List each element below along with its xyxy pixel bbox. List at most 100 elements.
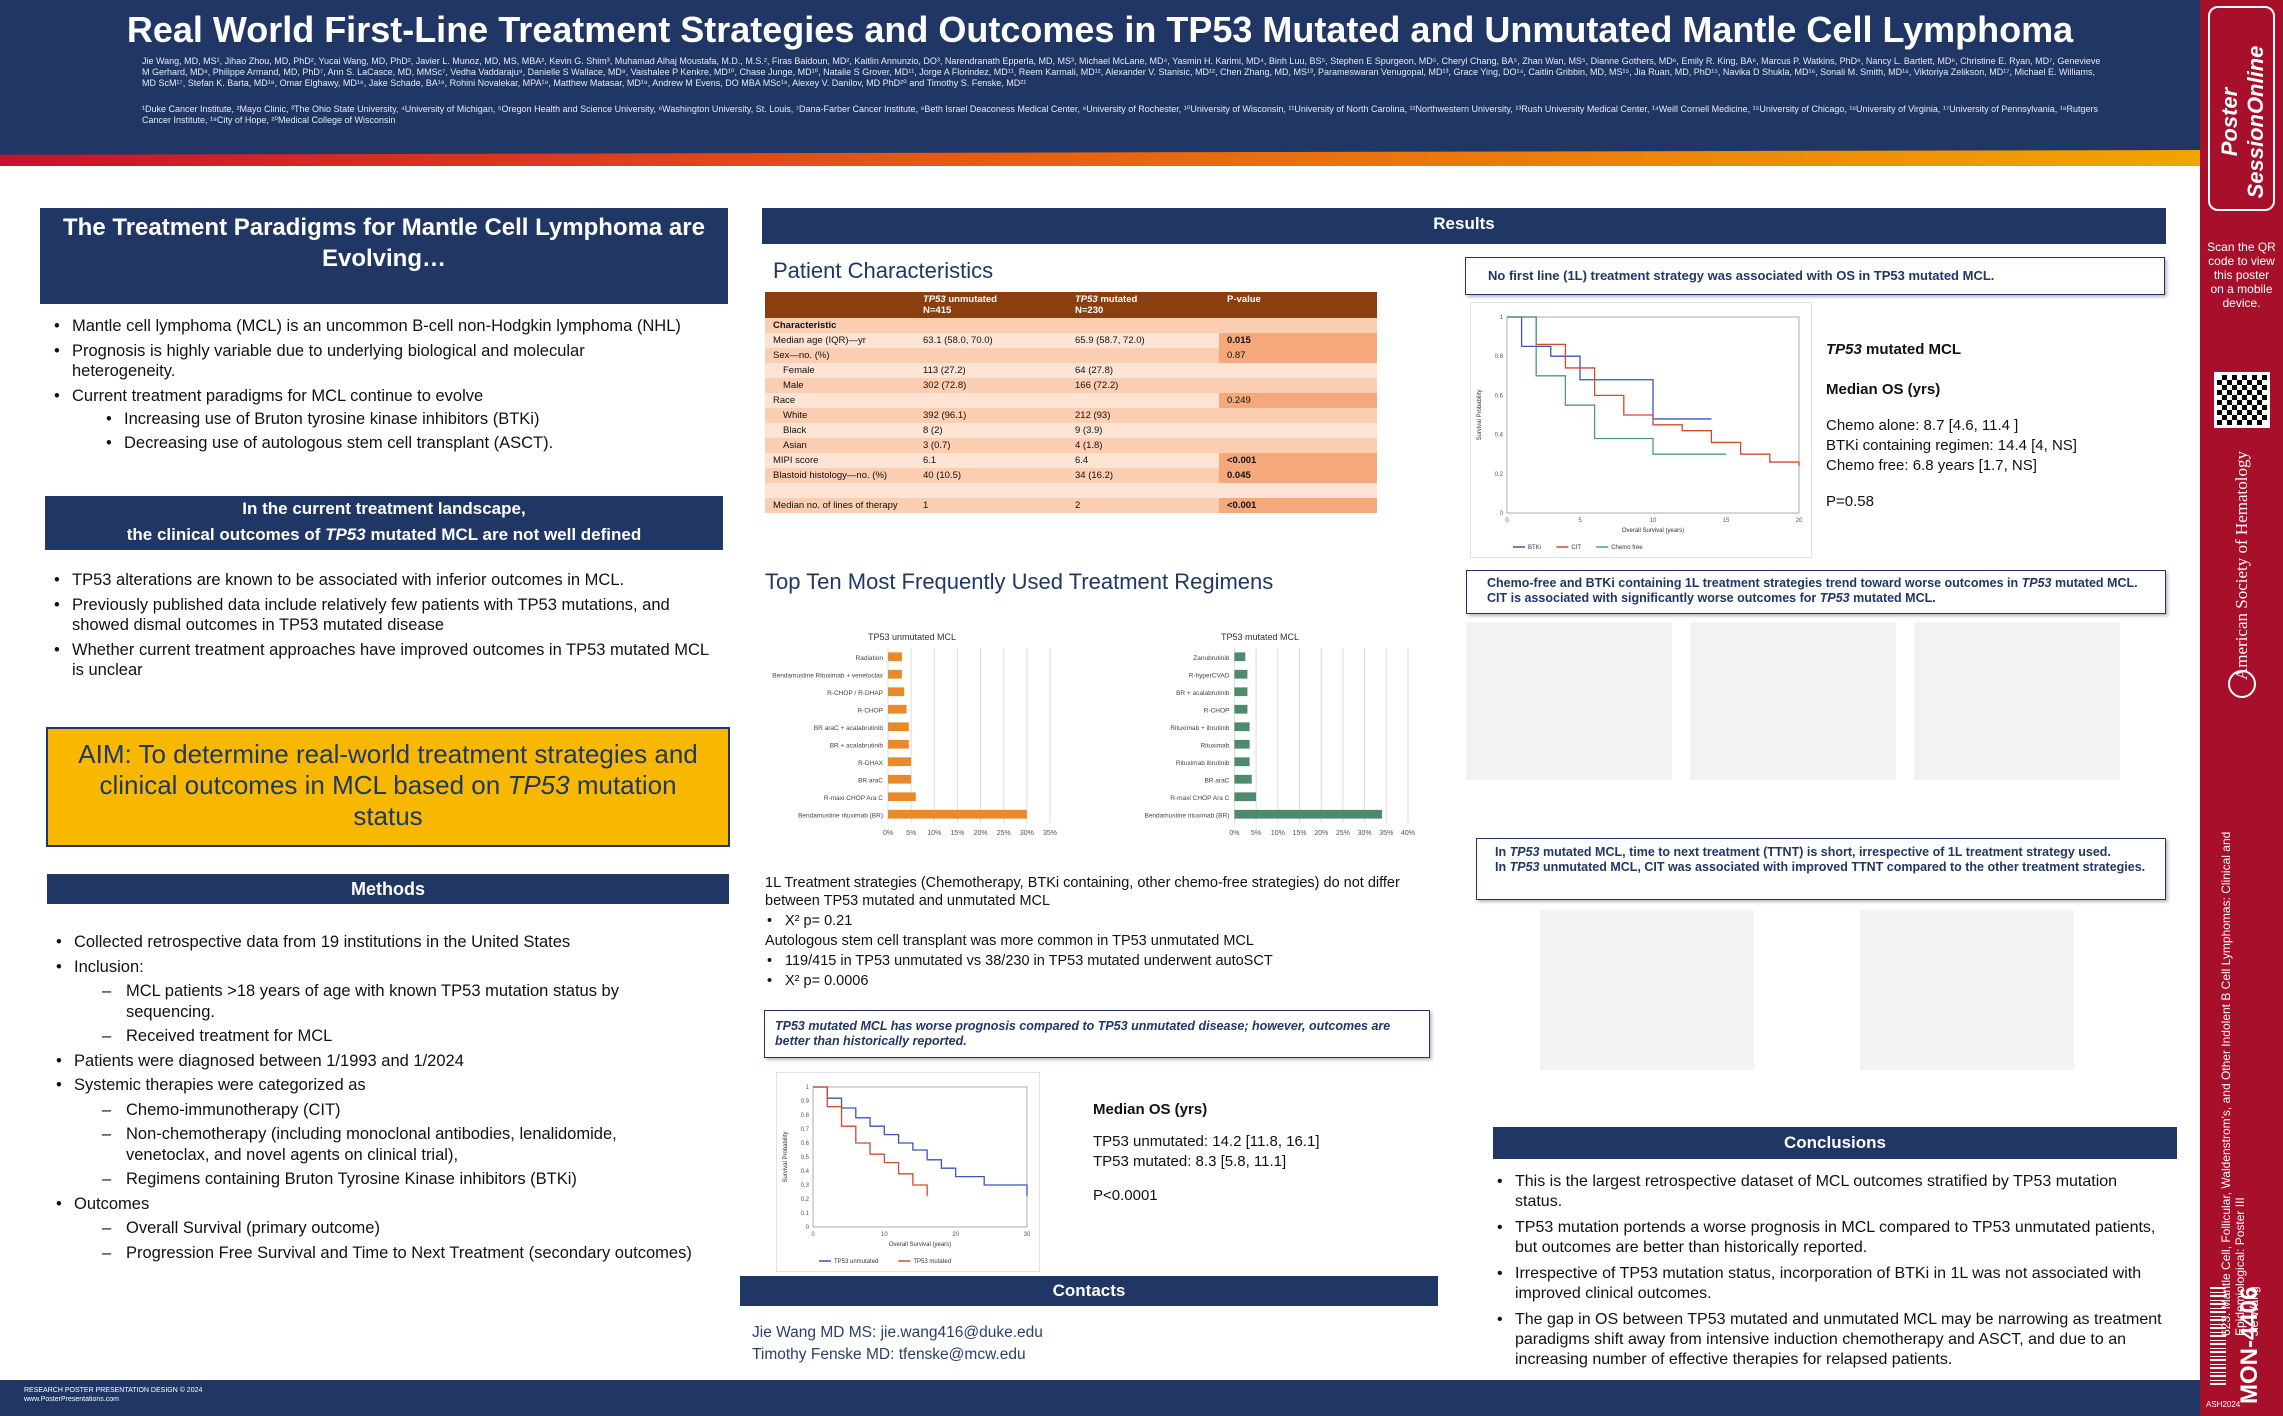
x-tick-label: 40% — [1401, 830, 1415, 837]
barcode-icon — [2210, 1285, 2226, 1385]
conclusions-title: Conclusions — [1493, 1127, 2177, 1159]
legend-label: TP53 unmutated — [834, 1259, 878, 1265]
ttnt-plot-mutated — [1540, 910, 1754, 1070]
first-line-callout: No first line (1L) treatment strategy wa… — [1465, 257, 2165, 295]
y-tick-label: 1 — [806, 1085, 810, 1091]
contact-email[interactable]: Jie Wang MD MS: jie.wang416@duke.edu — [752, 1324, 1043, 1341]
legend-label: BTKi — [1528, 545, 1541, 551]
contact-email[interactable]: Timothy Fenske MD: tfenske@mcw.edu — [752, 1346, 1026, 1363]
table-cell: 0.045 — [1219, 468, 1377, 483]
x-tick-label: 10% — [927, 830, 941, 837]
category-label: BR + acalabrutinib — [1176, 690, 1230, 697]
poster-sidebar: Poster SessionOnline Scan the QR code to… — [2200, 0, 2283, 1416]
category-label: R-CHOP / R-DHAP — [827, 690, 883, 697]
bar — [1234, 652, 1246, 662]
list-item: 119/415 in TP53 unmutated vs 38/230 in T… — [765, 952, 1445, 970]
qr-instructions: Scan the QR code to view this poster on … — [2207, 240, 2276, 310]
results-title: Results — [762, 208, 2166, 244]
km-plot-btki — [1690, 622, 1896, 780]
table-cell: Race — [765, 393, 915, 408]
footer-link[interactable]: www.PosterPresentations.com — [24, 1396, 119, 1403]
x-tick-label: 20 — [952, 1232, 959, 1238]
list-item: Collected retrospective data from 19 ins… — [54, 932, 704, 953]
x-tick-label: 0 — [1505, 518, 1509, 524]
list-item: Patients were diagnosed between 1/1993 a… — [54, 1051, 704, 1072]
table-cell — [1219, 483, 1377, 498]
list-item: Decreasing use of autologous stem cell t… — [52, 433, 692, 454]
y-tick-label: 0.8 — [801, 1113, 810, 1119]
x-tick-label: 30% — [1358, 830, 1372, 837]
list-item: MCL patients >18 years of age with known… — [54, 981, 704, 1022]
list-item: Increasing use of Bruton tyrosine kinase… — [52, 409, 692, 430]
bar — [888, 704, 907, 714]
y-tick-label: 0.6 — [801, 1141, 810, 1147]
table-cell: 40 (10.5) — [915, 468, 1067, 483]
table-cell: Male — [765, 378, 915, 393]
km-curve-chemo-free — [1507, 316, 1726, 455]
table-cell: 166 (72.2) — [1067, 378, 1219, 393]
x-axis-label: Overall Survival (years) — [1622, 528, 1684, 534]
table-cell: 34 (16.2) — [1067, 468, 1219, 483]
category-label: Bendamustine rituximab (BR) — [1144, 812, 1229, 819]
y-axis-label: Survival Probability — [783, 1131, 789, 1182]
list-item: Systemic therapies were categorized as — [54, 1075, 704, 1096]
bar — [888, 687, 905, 697]
table-cell: 2 — [1067, 497, 1219, 513]
table-cell — [915, 393, 1067, 408]
ash-seal-icon — [2228, 670, 2256, 698]
category-label: Radiation — [856, 655, 884, 662]
y-tick-label: 0.2 — [1495, 472, 1504, 478]
list-item: Previously published data include relati… — [52, 595, 722, 636]
table-cell — [915, 348, 1067, 363]
km-plot-chemo-free — [1914, 622, 2120, 780]
os-mutated-stats: TP53 mutated MCL Median OS (yrs) Chemo a… — [1826, 340, 2077, 512]
list-item: Received treatment for MCL — [54, 1026, 704, 1047]
chart-title: TP53 mutated MCL — [1221, 632, 1299, 642]
table-cell — [915, 318, 1067, 333]
regimens-title: Top Ten Most Frequently Used Treatment R… — [765, 569, 1274, 594]
os-mutated-subtitle: Median OS (yrs) — [1826, 381, 1941, 398]
x-tick-label: 20% — [1314, 830, 1328, 837]
x-tick-label: 15 — [1723, 518, 1730, 524]
table-cell: Median age (IQR)—yr — [765, 333, 915, 348]
y-tick-label: 0.4 — [1495, 433, 1504, 439]
os-line: BTKi containing regimen: 14.4 [4, NS] — [1826, 437, 2077, 454]
qr-code-icon[interactable] — [2214, 372, 2270, 428]
category-label: R-hyperCVAD — [1189, 672, 1230, 679]
x-tick-label: 10 — [1650, 518, 1657, 524]
worse-prognosis-callout: TP53 mutated MCL has worse prognosis com… — [764, 1010, 1430, 1058]
x-axis-label: Overall Survival (years) — [889, 1242, 951, 1248]
list-item: TP53 mutation portends a worse prognosis… — [1495, 1218, 2167, 1258]
table-cell — [1219, 423, 1377, 438]
x-tick-label: 35% — [1379, 830, 1393, 837]
ash-logo: American Society of Hematology — [2232, 451, 2251, 680]
bar — [1234, 722, 1250, 732]
table-cell: 392 (96.1) — [915, 408, 1067, 423]
table-cell: 8 (2) — [915, 423, 1067, 438]
table-row: Blastoid histology—no. (%) 40 (10.5) 34 (1… — [765, 468, 1377, 483]
table-cell: White — [765, 408, 915, 423]
table-row: Male 302 (72.8) 166 (72.2) — [765, 378, 1377, 393]
list-item: The gap in OS between TP53 mutated and u… — [1495, 1310, 2167, 1370]
trend-callout: Chemo-free and BTKi containing 1L treatm… — [1466, 570, 2166, 614]
category-label: R-maxi CHOP Ara C — [824, 795, 883, 802]
x-tick-label: 0% — [1229, 830, 1239, 837]
x-tick-label: 20 — [1796, 518, 1803, 524]
x-tick-label: 35% — [1043, 830, 1057, 837]
y-tick-label: 0 — [806, 1225, 810, 1231]
os-overall-stats: Median OS (yrs) TP53 unmutated: 14.2 [11… — [1093, 1100, 1320, 1206]
table-cell: 6.1 — [915, 453, 1067, 468]
table-row — [765, 483, 1377, 498]
km-curve-tp53-mutated — [813, 1086, 928, 1197]
landscape-banner: In the current treatment landscape, the … — [45, 496, 723, 550]
category-label: BR araC + acalabrutinib — [814, 725, 884, 732]
list-item: Whether current treatment approaches hav… — [52, 640, 722, 681]
category-label: Rituximab ibrutinib — [1176, 760, 1230, 767]
y-tick-label: 0.8 — [1495, 354, 1504, 360]
category-label: Rituximab + ibrutinib — [1170, 725, 1229, 732]
table-cell: 113 (27.2) — [915, 363, 1067, 378]
poster-header: Real World First-Line Treatment Strategi… — [0, 0, 2200, 160]
category-label: Bendamustine rituximab (BR) — [798, 812, 883, 819]
methods-title: Methods — [47, 874, 729, 904]
os-overall-title: Median OS (yrs) — [1093, 1101, 1208, 1118]
